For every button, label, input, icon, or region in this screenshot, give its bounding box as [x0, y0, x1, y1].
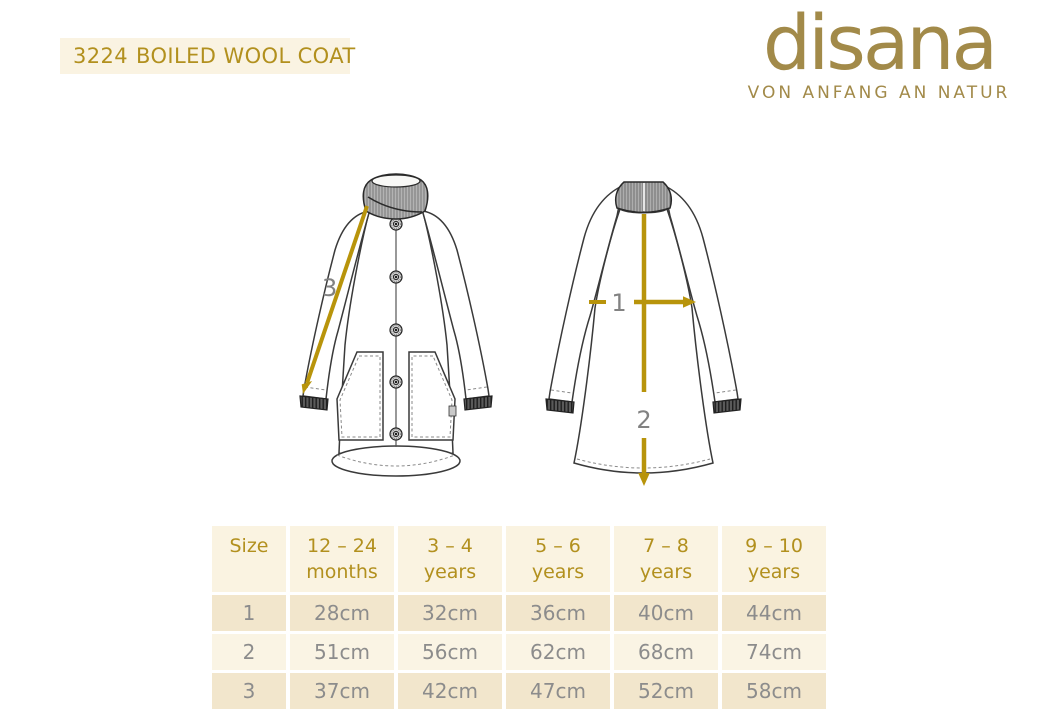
column-header-3-4-years: 3 – 4 years: [398, 526, 502, 592]
measure-cell: 32cm: [398, 595, 502, 631]
column-header-9-10-years: 9 – 10 years: [722, 526, 826, 592]
measurement-arrow-1: [589, 296, 696, 308]
back-left-sleeve-stitching: [550, 389, 573, 394]
front-hem: [331, 445, 461, 477]
front-right-pocket: [408, 351, 457, 441]
pocket-tab: [448, 405, 457, 417]
measure-cell: 56cm: [398, 634, 502, 670]
measurement-label-2: 2: [636, 406, 651, 434]
snap-button: [389, 375, 403, 389]
size-cell: 3: [212, 673, 286, 709]
product-code: 3224: [73, 44, 129, 68]
measure-cell: 36cm: [506, 595, 610, 631]
column-header-12-24-months: 12 – 24 months: [290, 526, 394, 592]
coat-back-diagram: 2 1: [545, 181, 742, 486]
snap-button: [389, 427, 403, 441]
front-left-pocket: [336, 351, 384, 441]
measure-cell: 51cm: [290, 634, 394, 670]
measurement-label-1: 1: [611, 289, 626, 317]
back-left-cuff: [545, 398, 575, 414]
front-collar: [362, 173, 429, 220]
back-collar: [614, 181, 673, 214]
brand-tagline: VON ANFANG AN NATUR: [747, 83, 1011, 103]
coat-front-diagram: 3: [299, 173, 493, 477]
measure-cell: 44cm: [722, 595, 826, 631]
product-name: BOILED WOOL COAT: [136, 44, 356, 68]
front-right-sleeve-stitching: [465, 386, 488, 391]
back-left-sleeve: [548, 183, 626, 403]
measure-cell: 37cm: [290, 673, 394, 709]
measurement-label-3: 3: [322, 274, 337, 302]
brand-logo-block: disana VON ANFANG AN NATUR: [736, 0, 1022, 104]
back-right-sleeve-stitching: [714, 389, 737, 394]
size-table: Size 12 – 24 months 3 – 4 years 5 – 6 ye…: [212, 526, 826, 709]
front-hem-stitching: [336, 454, 456, 467]
measure-cell: 58cm: [722, 673, 826, 709]
measure-cell: 40cm: [614, 595, 718, 631]
front-right-cuff: [463, 395, 493, 411]
front-left-cuff: [299, 395, 329, 411]
back-right-cuff: [712, 398, 742, 414]
size-cell: 2: [212, 634, 286, 670]
measure-cell: 68cm: [614, 634, 718, 670]
column-header-5-6-years: 5 – 6 years: [506, 526, 610, 592]
column-header-7-8-years: 7 – 8 years: [614, 526, 718, 592]
measure-cell: 42cm: [398, 673, 502, 709]
measure-cell: 47cm: [506, 673, 610, 709]
product-title: 3224 BOILED WOOL COAT: [60, 38, 355, 74]
back-right-sleeve: [661, 183, 739, 403]
measure-cell: 52cm: [614, 673, 718, 709]
column-header-size: Size: [212, 526, 286, 592]
size-cell: 1: [212, 595, 286, 631]
measure-cell: 74cm: [722, 634, 826, 670]
measurement-arrow-3: [301, 205, 369, 394]
snap-button: [389, 217, 403, 231]
brand-wordmark: disana: [762, 0, 998, 87]
front-left-sleeve-stitching: [304, 386, 327, 391]
measure-cell: 62cm: [506, 634, 610, 670]
measure-cell: 28cm: [290, 595, 394, 631]
snap-button: [389, 270, 403, 284]
front-buttons: [389, 217, 403, 441]
snap-button: [389, 323, 403, 337]
